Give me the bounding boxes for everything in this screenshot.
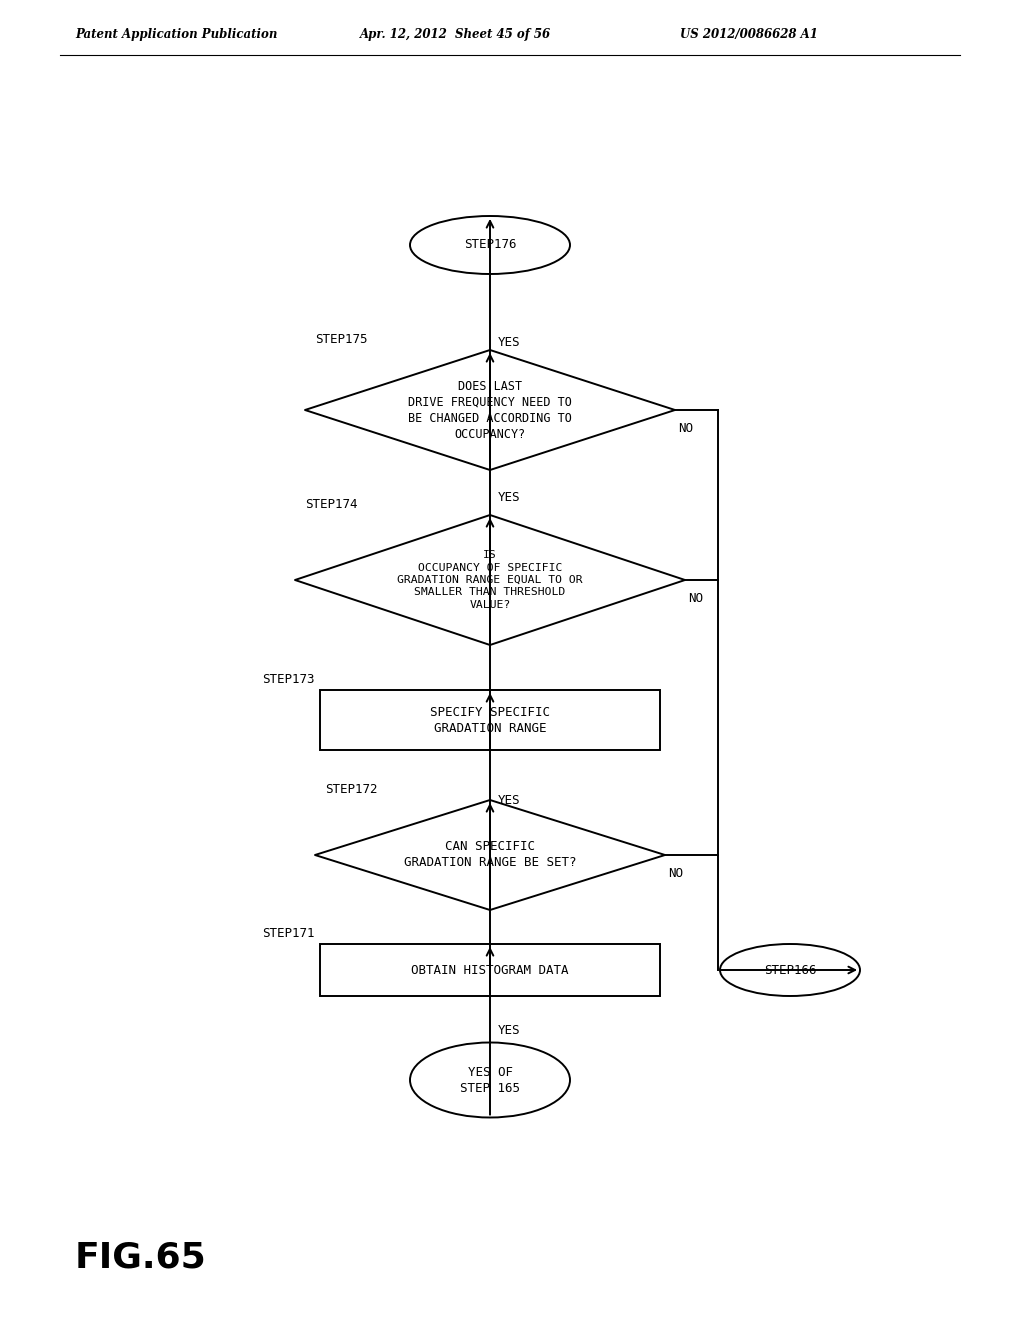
Bar (319, 690, 660, 750)
Text: FIG.65: FIG.65 (75, 1239, 207, 1274)
Text: US 2012/0086628 A1: US 2012/0086628 A1 (680, 28, 818, 41)
Text: Patent Application Publication: Patent Application Publication (75, 28, 278, 41)
Ellipse shape (410, 216, 570, 275)
Ellipse shape (410, 1043, 570, 1118)
Text: CAN SPECIFIC
GRADATION RANGE BE SET?: CAN SPECIFIC GRADATION RANGE BE SET? (403, 841, 577, 870)
Text: NO: NO (688, 591, 703, 605)
Text: YES: YES (498, 337, 520, 350)
Text: SPECIFY SPECIFIC
GRADATION RANGE: SPECIFY SPECIFIC GRADATION RANGE (430, 705, 550, 734)
Text: OBTAIN HISTOGRAM DATA: OBTAIN HISTOGRAM DATA (412, 964, 568, 977)
Text: DOES LAST
DRIVE FREQUENCY NEED TO
BE CHANGED ACCORDING TO
OCCUPANCY?: DOES LAST DRIVE FREQUENCY NEED TO BE CHA… (408, 380, 572, 441)
Text: YES: YES (498, 491, 520, 504)
Text: YES: YES (498, 793, 520, 807)
Text: YES: YES (498, 1024, 520, 1038)
Text: STEP166: STEP166 (764, 964, 816, 977)
Text: STEP172: STEP172 (325, 783, 378, 796)
Text: STEP175: STEP175 (315, 333, 368, 346)
Text: IS
OCCUPANCY OF SPECIFIC
GRADATION RANGE EQUAL TO OR
SMALLER THAN THRESHOLD
VALU: IS OCCUPANCY OF SPECIFIC GRADATION RANGE… (397, 550, 583, 610)
Text: STEP174: STEP174 (305, 498, 357, 511)
Text: NO: NO (668, 867, 683, 880)
Text: NO: NO (678, 422, 693, 436)
Text: YES OF
STEP 165: YES OF STEP 165 (460, 1065, 520, 1094)
Text: STEP173: STEP173 (262, 673, 315, 686)
Ellipse shape (720, 944, 860, 997)
Bar (319, 944, 660, 997)
Text: Apr. 12, 2012  Sheet 45 of 56: Apr. 12, 2012 Sheet 45 of 56 (360, 28, 551, 41)
Text: STEP176: STEP176 (464, 239, 516, 252)
Text: STEP171: STEP171 (262, 927, 315, 940)
